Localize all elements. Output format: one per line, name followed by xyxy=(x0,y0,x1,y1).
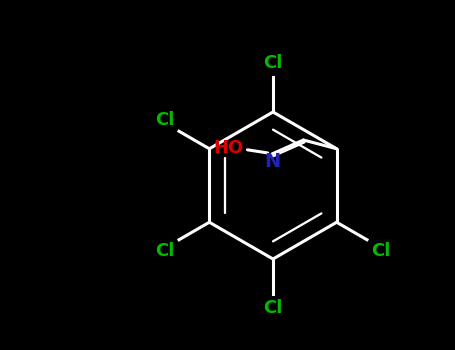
Text: Cl: Cl xyxy=(263,299,283,317)
Text: Cl: Cl xyxy=(372,243,391,260)
Text: N: N xyxy=(264,152,280,171)
Text: Cl: Cl xyxy=(155,111,174,128)
Text: Cl: Cl xyxy=(263,54,283,72)
Text: HO: HO xyxy=(214,139,244,157)
Text: Cl: Cl xyxy=(155,242,174,260)
